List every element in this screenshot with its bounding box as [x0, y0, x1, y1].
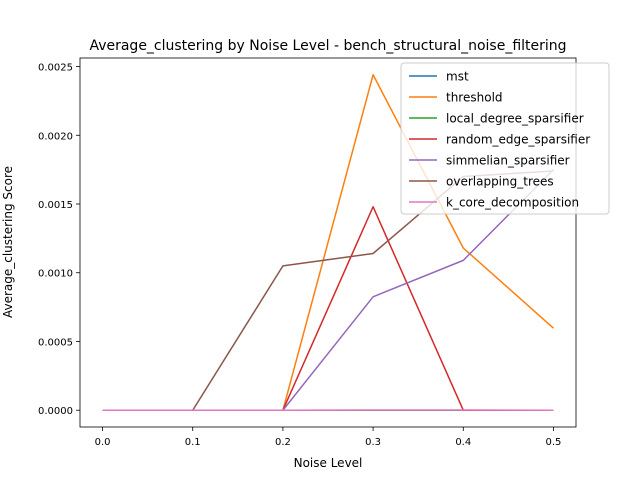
y-tick-label: 0.0015	[38, 200, 73, 211]
y-tick-label: 0.0000	[38, 406, 73, 417]
legend-label: k_core_decomposition	[446, 196, 579, 210]
chart-title: Average_clustering by Noise Level - benc…	[89, 38, 566, 54]
axis-ticks: 0.0 0.1 0.2 0.3 0.4 0.5 0.0000 0.0005 0.0010 0.00…	[38, 63, 561, 448]
x-tick-label: 0.1	[185, 437, 201, 448]
legend-label: overlapping_trees	[446, 175, 554, 189]
x-tick-label: 0.3	[365, 437, 381, 448]
y-tick-label: 0.0020	[38, 131, 73, 142]
x-axis-label: Noise Level	[294, 456, 363, 470]
legend-label: simmelian_sparsifier	[446, 154, 570, 168]
y-tick-label: 0.0025	[38, 63, 73, 74]
x-tick-label: 0.0	[95, 437, 111, 448]
y-axis-label: Average_clustering Score	[1, 166, 15, 318]
legend-label: random_edge_sparsifier	[446, 133, 590, 147]
x-tick-label: 0.5	[546, 437, 562, 448]
y-tick-label: 0.0010	[38, 269, 73, 280]
x-tick-label: 0.4	[455, 437, 471, 448]
legend-box	[400, 62, 610, 215]
legend: mst threshold local_degree_sparsifierrando…	[400, 62, 610, 215]
legend-label: mst	[446, 70, 469, 84]
legend-label: threshold	[446, 91, 503, 105]
y-tick-label: 0.0005	[38, 337, 73, 348]
x-tick-label: 0.2	[275, 437, 291, 448]
legend-label: local_degree_sparsifier	[446, 112, 584, 126]
